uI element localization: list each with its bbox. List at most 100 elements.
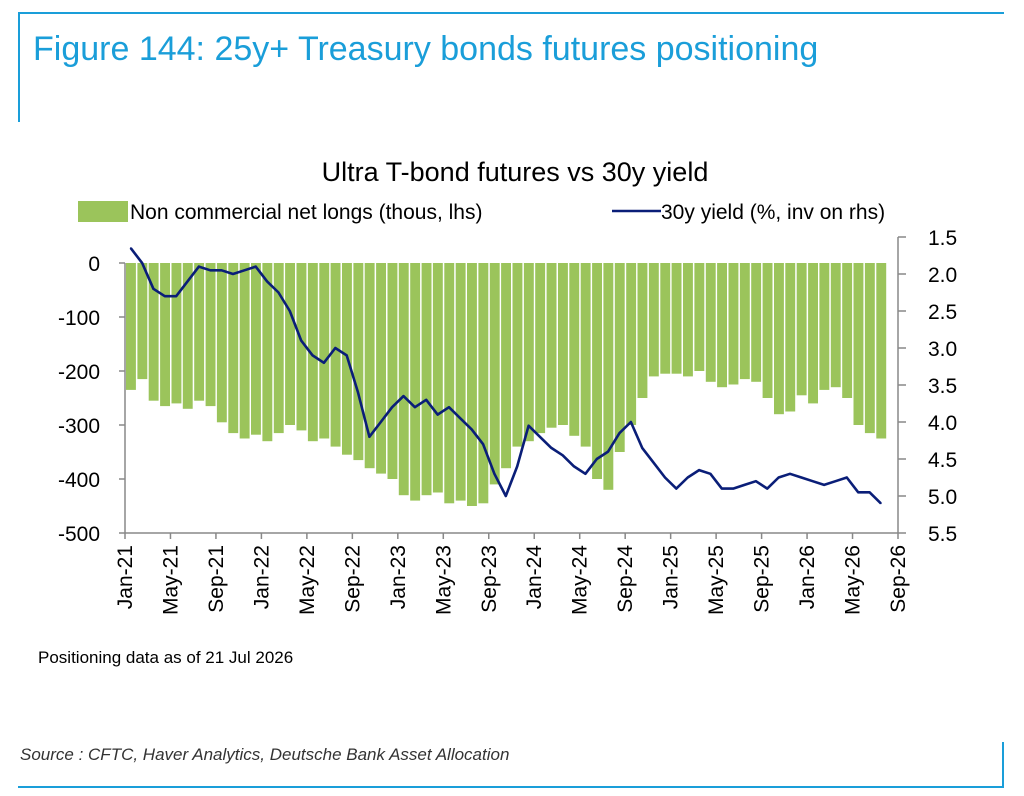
right-tick-label: 2.0 bbox=[928, 264, 957, 287]
yield-point-2023-06 bbox=[459, 417, 462, 420]
yield-point-2024-09 bbox=[630, 421, 632, 423]
yield-point-2026-02 bbox=[823, 484, 825, 486]
bar-2024-01 bbox=[535, 263, 546, 434]
yield-point-2023-11 bbox=[516, 465, 518, 468]
x-tick-label: Sep-21 bbox=[205, 545, 228, 613]
bar-2026-07 bbox=[876, 263, 887, 439]
yield-point-2021-02 bbox=[141, 262, 143, 264]
x-tick-label: Sep-26 bbox=[887, 545, 910, 613]
bar-2022-11 bbox=[376, 263, 386, 474]
yield-point-2021-12 bbox=[254, 265, 257, 268]
left-tick-label: -100 bbox=[58, 307, 100, 330]
yield-point-2021-06 bbox=[186, 280, 189, 283]
yield-point-2024-04 bbox=[573, 465, 575, 468]
bar-2026-04 bbox=[842, 263, 853, 398]
bar-2024-07 bbox=[603, 263, 614, 490]
bar-series bbox=[126, 263, 887, 506]
left-tick-label: -500 bbox=[58, 523, 100, 546]
x-tick-label: Jan-23 bbox=[387, 545, 410, 609]
yield-point-2024-05 bbox=[584, 473, 587, 475]
yield-point-2026-01 bbox=[811, 480, 814, 483]
yield-point-2024-11 bbox=[652, 461, 655, 464]
bar-2024-10 bbox=[637, 263, 648, 398]
yield-point-2024-03 bbox=[561, 454, 564, 457]
right-tick-label: 3.0 bbox=[928, 338, 957, 361]
yield-point-2025-01 bbox=[675, 487, 678, 490]
x-tick-label: May-21 bbox=[159, 545, 182, 615]
bar-2025-10 bbox=[774, 263, 784, 415]
yield-point-2024-12 bbox=[664, 476, 666, 479]
bar-2021-02 bbox=[137, 263, 148, 380]
right-tick-label: 3.5 bbox=[928, 375, 957, 398]
yield-point-2024-01 bbox=[539, 436, 541, 438]
x-tick-label: Sep-22 bbox=[341, 545, 364, 613]
yield-point-2023-01 bbox=[402, 395, 405, 397]
x-tick-label: May-26 bbox=[842, 545, 865, 615]
bar-2024-11 bbox=[648, 263, 659, 377]
yield-point-2023-03 bbox=[425, 399, 428, 401]
bar-2023-03 bbox=[421, 263, 432, 496]
yield-point-2024-07 bbox=[607, 450, 609, 453]
yield-point-2025-05 bbox=[721, 487, 723, 490]
yield-point-2021-10 bbox=[232, 273, 234, 275]
yield-point-2025-04 bbox=[709, 473, 712, 475]
yield-point-2025-06 bbox=[732, 487, 734, 490]
bar-2022-01 bbox=[262, 263, 273, 442]
yield-point-2022-07 bbox=[334, 347, 337, 349]
bar-2021-05 bbox=[171, 263, 182, 404]
bar-2021-07 bbox=[194, 263, 205, 401]
yield-point-2023-07 bbox=[470, 428, 473, 431]
x-tick-label: Jan-26 bbox=[796, 545, 819, 609]
yield-point-2023-02 bbox=[414, 406, 416, 409]
yield-point-2021-11 bbox=[243, 269, 246, 272]
bar-2021-06 bbox=[182, 263, 193, 409]
bar-2025-11 bbox=[785, 263, 796, 412]
bar-2024-06 bbox=[592, 263, 602, 479]
right-tick-label: 5.5 bbox=[928, 523, 957, 546]
yield-point-2022-03 bbox=[289, 310, 291, 312]
positioning-footnote: Positioning data as of 21 Jul 2026 bbox=[38, 648, 294, 667]
yield-point-2021-08 bbox=[209, 269, 212, 272]
x-tick-label: Jan-22 bbox=[250, 545, 273, 609]
legend: Non commercial net longs (thous, lhs) 30y… bbox=[78, 201, 885, 224]
yield-point-2022-12 bbox=[391, 406, 393, 409]
yield-point-2023-12 bbox=[527, 424, 530, 427]
x-tick-label: Jan-21 bbox=[114, 545, 137, 609]
x-tick-label: Sep-24 bbox=[614, 545, 637, 613]
bar-2023-06 bbox=[455, 263, 466, 501]
frame-left-rule bbox=[18, 12, 20, 122]
bar-2024-02 bbox=[546, 263, 557, 428]
x-tick-label: May-24 bbox=[569, 545, 592, 615]
bar-2021-10 bbox=[228, 263, 239, 434]
bar-2023-01 bbox=[398, 263, 409, 496]
bar-2023-12 bbox=[523, 263, 534, 442]
bar-2022-10 bbox=[364, 263, 375, 469]
yield-point-2025-08 bbox=[755, 480, 757, 483]
bar-2026-01 bbox=[808, 263, 818, 404]
bar-2022-07 bbox=[330, 263, 341, 447]
yield-point-2022-08 bbox=[345, 354, 348, 357]
bar-2025-02 bbox=[683, 263, 693, 377]
right-tick-label: 4.0 bbox=[928, 412, 957, 435]
bar-2024-12 bbox=[660, 263, 671, 374]
bar-2021-08 bbox=[205, 263, 216, 407]
yield-point-2024-10 bbox=[641, 447, 643, 449]
yield-point-2025-09 bbox=[766, 487, 769, 490]
yield-point-2022-06 bbox=[323, 362, 325, 364]
yield-point-2025-03 bbox=[698, 469, 700, 471]
chart-title: Ultra T-bond futures vs 30y yield bbox=[322, 157, 709, 187]
yield-point-2021-07 bbox=[198, 265, 200, 268]
right-tick-label: 1.5 bbox=[928, 227, 957, 250]
bar-2023-08 bbox=[478, 263, 489, 504]
bar-2022-04 bbox=[296, 263, 307, 431]
yield-point-2022-11 bbox=[380, 421, 382, 423]
yield-point-2025-11 bbox=[789, 473, 791, 475]
bar-2025-06 bbox=[728, 263, 739, 385]
yield-point-2026-07 bbox=[880, 502, 882, 505]
bar-2026-03 bbox=[830, 263, 841, 388]
yield-point-2026-05 bbox=[857, 491, 859, 494]
frame-bottom-rule bbox=[18, 786, 1004, 788]
yield-point-2023-10 bbox=[505, 495, 507, 497]
source-note: Source : CFTC, Haver Analytics, Deutsche… bbox=[20, 745, 510, 764]
